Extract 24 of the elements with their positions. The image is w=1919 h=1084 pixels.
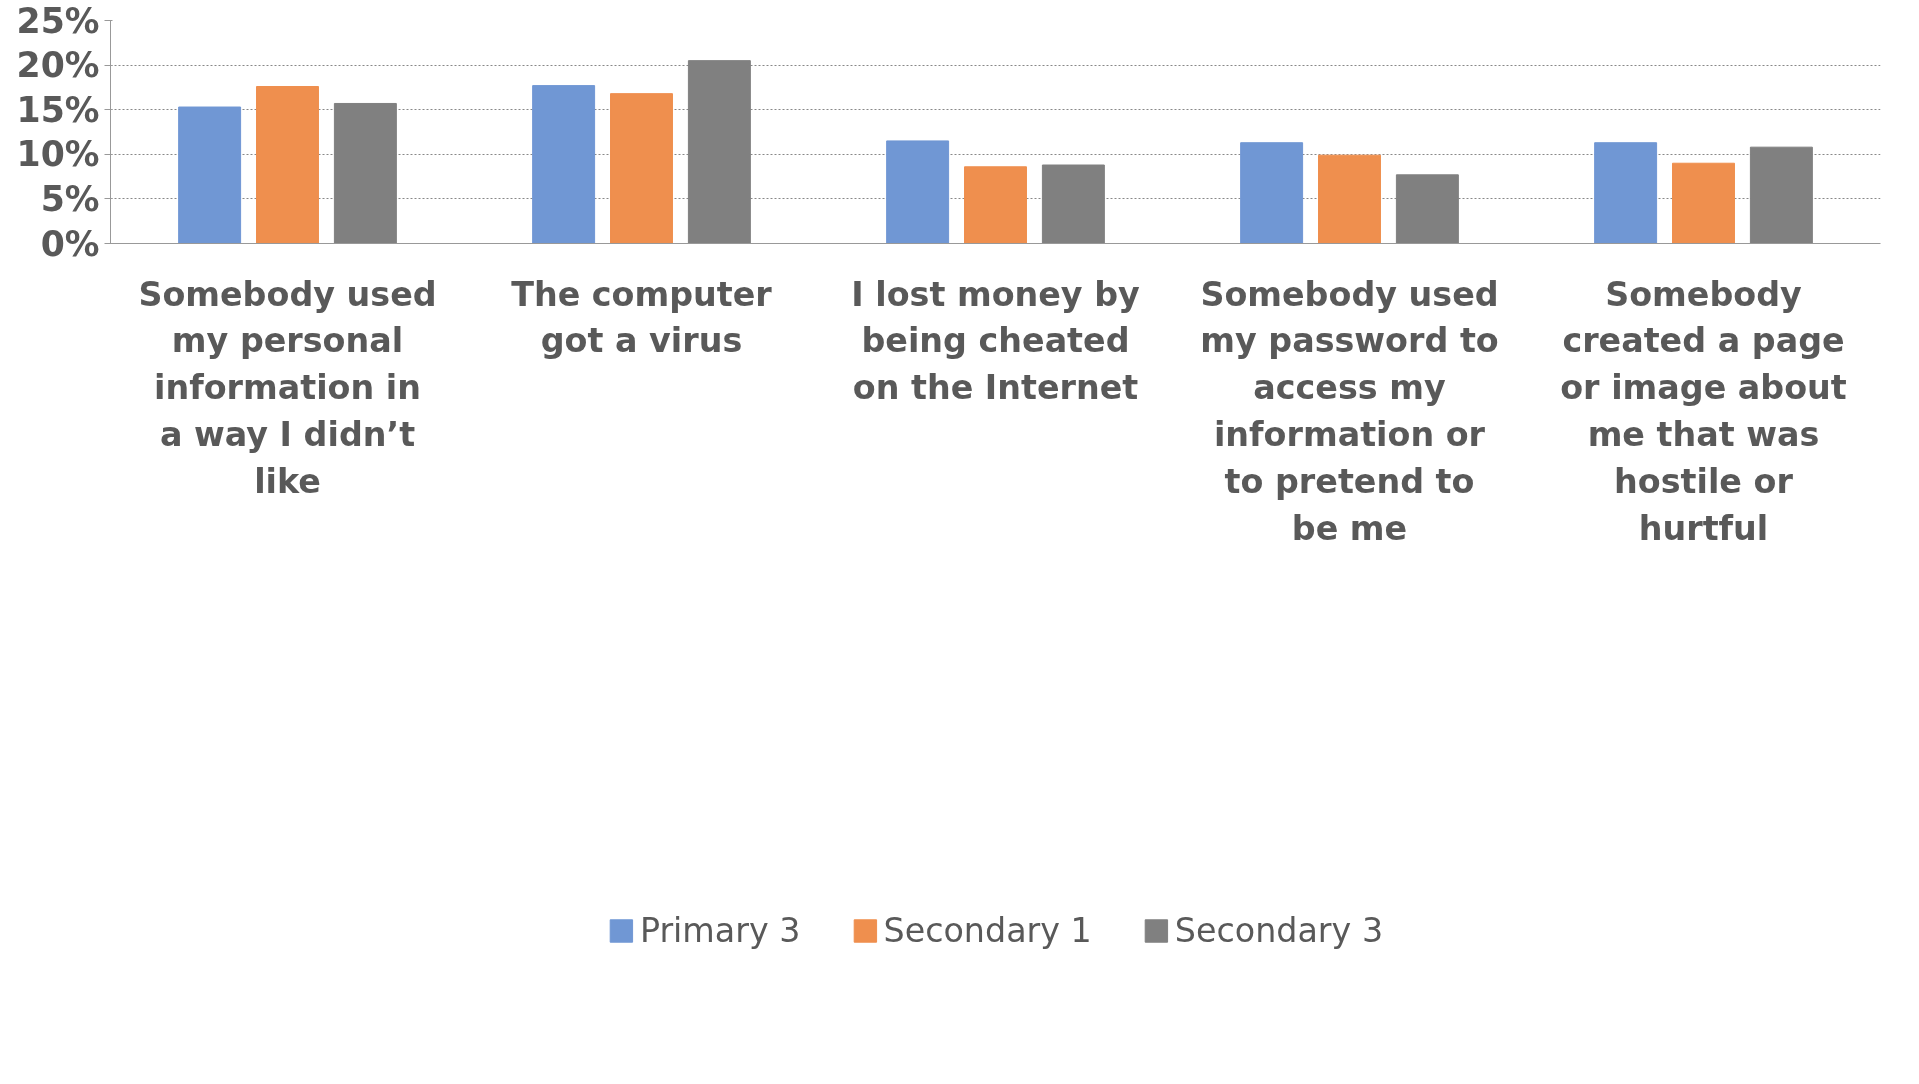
bar — [178, 106, 242, 244]
bar — [256, 86, 319, 244]
bar — [1240, 142, 1304, 244]
legend-label: Secondary 3 — [1174, 910, 1384, 950]
y-tick-label: 0% — [40, 223, 100, 264]
x-tick-label: Somebody used my password to access my information or to pretend to be me — [1200, 274, 1499, 548]
y-tick-label: 20% — [16, 45, 100, 86]
y-tick-label: 15% — [16, 89, 100, 130]
bar — [886, 140, 950, 244]
legend-label: Primary 3 — [639, 910, 801, 950]
bar — [532, 85, 596, 244]
legend-label: Secondary 1 — [883, 910, 1092, 950]
y-tick-label: 10% — [16, 134, 100, 175]
x-tick-label: The computer got a virus — [511, 274, 773, 361]
bar — [1594, 142, 1658, 244]
x-tick-label: Somebody used my personal information in a way I didn’t like — [138, 274, 437, 501]
bar — [1318, 154, 1381, 244]
bar — [610, 93, 673, 244]
x-tick-label: I lost money by being cheated on the Internet — [851, 274, 1141, 408]
bar — [1672, 162, 1735, 244]
y-tick-label: 25% — [16, 0, 100, 41]
bar — [964, 166, 1027, 244]
x-tick-label: Somebody created a page or image about me that was hostile or hurtful — [1560, 274, 1847, 548]
y-tick-label: 5% — [40, 178, 100, 219]
